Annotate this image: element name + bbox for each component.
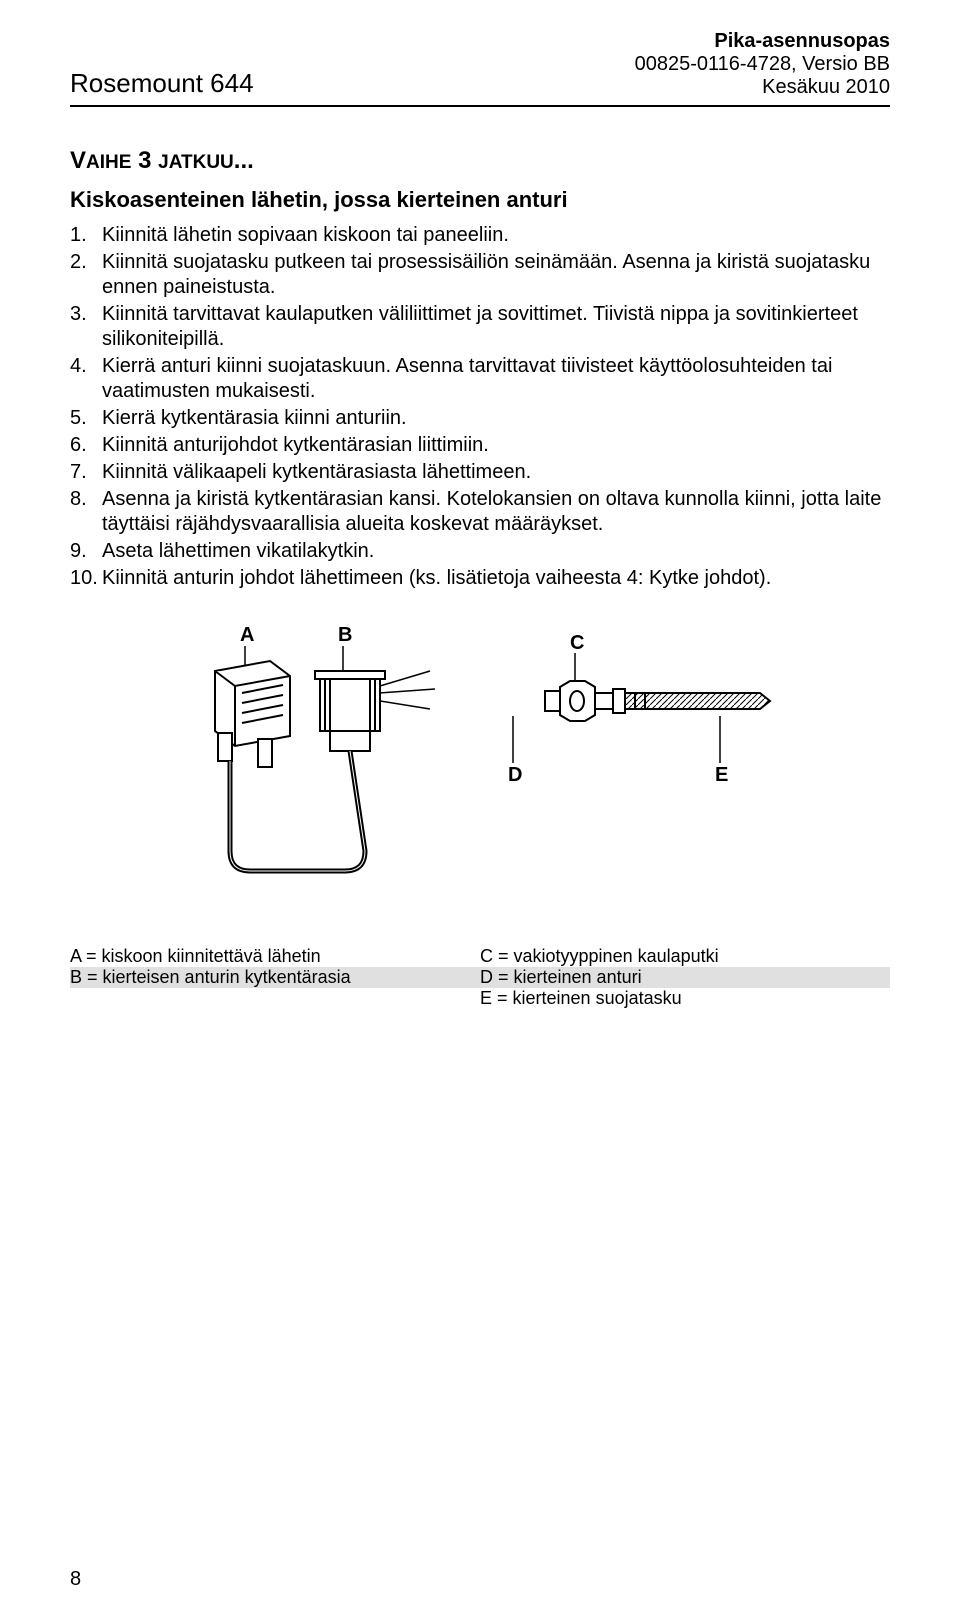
step-text: Kiinnitä lähetin sopivaan kiskoon tai pa… bbox=[102, 223, 890, 248]
doc-title: Pika-asennusopas bbox=[635, 30, 890, 53]
label-E: E bbox=[715, 764, 728, 786]
section-subtitle: Kiskoasenteinen lähetin, jossa kierteine… bbox=[70, 187, 890, 213]
legend-cell: E = kierteinen suojatasku bbox=[480, 988, 890, 1009]
sensor-thermowell-icon bbox=[613, 689, 770, 713]
step-number: 4. bbox=[70, 354, 102, 404]
step-text: Kiinnitä tarvittavat kaulaputken välilii… bbox=[102, 302, 890, 352]
legend-cell: D = kierteinen anturi bbox=[480, 967, 890, 988]
step-number: 9. bbox=[70, 539, 102, 564]
steps-list: 1.Kiinnitä lähetin sopivaan kiskoon tai … bbox=[70, 223, 890, 591]
page-number: 8 bbox=[70, 1568, 81, 1591]
legend-cell: A = kiskoon kiinnitettävä lähetin bbox=[70, 946, 480, 967]
cable-icon bbox=[230, 751, 365, 871]
step-item: 5.Kierrä kytkentärasia kiinni anturiin. bbox=[70, 406, 890, 431]
label-D: D bbox=[508, 764, 522, 786]
label-C: C bbox=[570, 632, 584, 654]
page-header: Rosemount 644 Pika-asennusopas 00825-011… bbox=[70, 30, 890, 107]
step-text: Kiinnitä anturijohdot kytkentärasian lii… bbox=[102, 433, 890, 458]
step-item: 7.Kiinnitä välikaapeli kytkentärasiasta … bbox=[70, 460, 890, 485]
step-number: 5. bbox=[70, 406, 102, 431]
product-name: Rosemount 644 bbox=[70, 68, 254, 99]
step-text: Asenna ja kiristä kytkentärasian kansi. … bbox=[102, 487, 890, 537]
step-number: 7. bbox=[70, 460, 102, 485]
legend-row: A = kiskoon kiinnitettävä lähetinC = vak… bbox=[70, 946, 890, 967]
step-text: Kiinnitä välikaapeli kytkentärasiasta lä… bbox=[102, 460, 890, 485]
junction-box-icon bbox=[315, 671, 385, 751]
installation-diagram: A B C D E bbox=[70, 621, 890, 906]
section-heading: VAIHE 3 JATKUU... bbox=[70, 147, 890, 175]
legend-row: E = kierteinen suojatasku bbox=[70, 988, 890, 1009]
step-number: 8. bbox=[70, 487, 102, 537]
diagram-legend: A = kiskoon kiinnitettävä lähetinC = vak… bbox=[70, 946, 890, 1009]
step-item: 1.Kiinnitä lähetin sopivaan kiskoon tai … bbox=[70, 223, 890, 248]
step-number: 3. bbox=[70, 302, 102, 352]
step-number: 6. bbox=[70, 433, 102, 458]
step-item: 6.Kiinnitä anturijohdot kytkentärasian l… bbox=[70, 433, 890, 458]
legend-cell: B = kierteisen anturin kytkentärasia bbox=[70, 967, 480, 988]
doc-number: 00825-0116-4728, Versio BB bbox=[635, 53, 890, 76]
step-text: Kierrä kytkentärasia kiinni anturiin. bbox=[102, 406, 890, 431]
step-number: 10. bbox=[70, 566, 102, 591]
legend-cell: C = vakiotyyppinen kaulaputki bbox=[480, 946, 890, 967]
step-text: Kiinnitä anturin johdot lähettimeen (ks.… bbox=[102, 566, 890, 591]
label-B: B bbox=[338, 624, 352, 646]
step-item: 8.Asenna ja kiristä kytkentärasian kansi… bbox=[70, 487, 890, 537]
step-number: 1. bbox=[70, 223, 102, 248]
label-A: A bbox=[240, 624, 254, 646]
step-text: Kiinnitä suojatasku putkeen tai prosessi… bbox=[102, 250, 890, 300]
step-number: 2. bbox=[70, 250, 102, 300]
step-item: 2.Kiinnitä suojatasku putkeen tai proses… bbox=[70, 250, 890, 300]
wires-icon bbox=[380, 671, 435, 709]
step-item: 9.Aseta lähettimen vikatilakytkin. bbox=[70, 539, 890, 564]
step-text: Kierrä anturi kiinni suojataskuun. Asenn… bbox=[102, 354, 890, 404]
legend-cell bbox=[70, 988, 480, 1009]
step-item: 10.Kiinnitä anturin johdot lähettimeen (… bbox=[70, 566, 890, 591]
step-item: 4.Kierrä anturi kiinni suojataskuun. Ase… bbox=[70, 354, 890, 404]
neck-tube-icon bbox=[545, 681, 613, 721]
doc-date: Kesäkuu 2010 bbox=[635, 76, 890, 99]
step-text: Aseta lähettimen vikatilakytkin. bbox=[102, 539, 890, 564]
transmitter-icon bbox=[215, 661, 290, 767]
step-item: 3.Kiinnitä tarvittavat kaulaputken välil… bbox=[70, 302, 890, 352]
legend-row: B = kierteisen anturin kytkentärasiaD = … bbox=[70, 967, 890, 988]
doc-meta: Pika-asennusopas 00825-0116-4728, Versio… bbox=[635, 30, 890, 99]
